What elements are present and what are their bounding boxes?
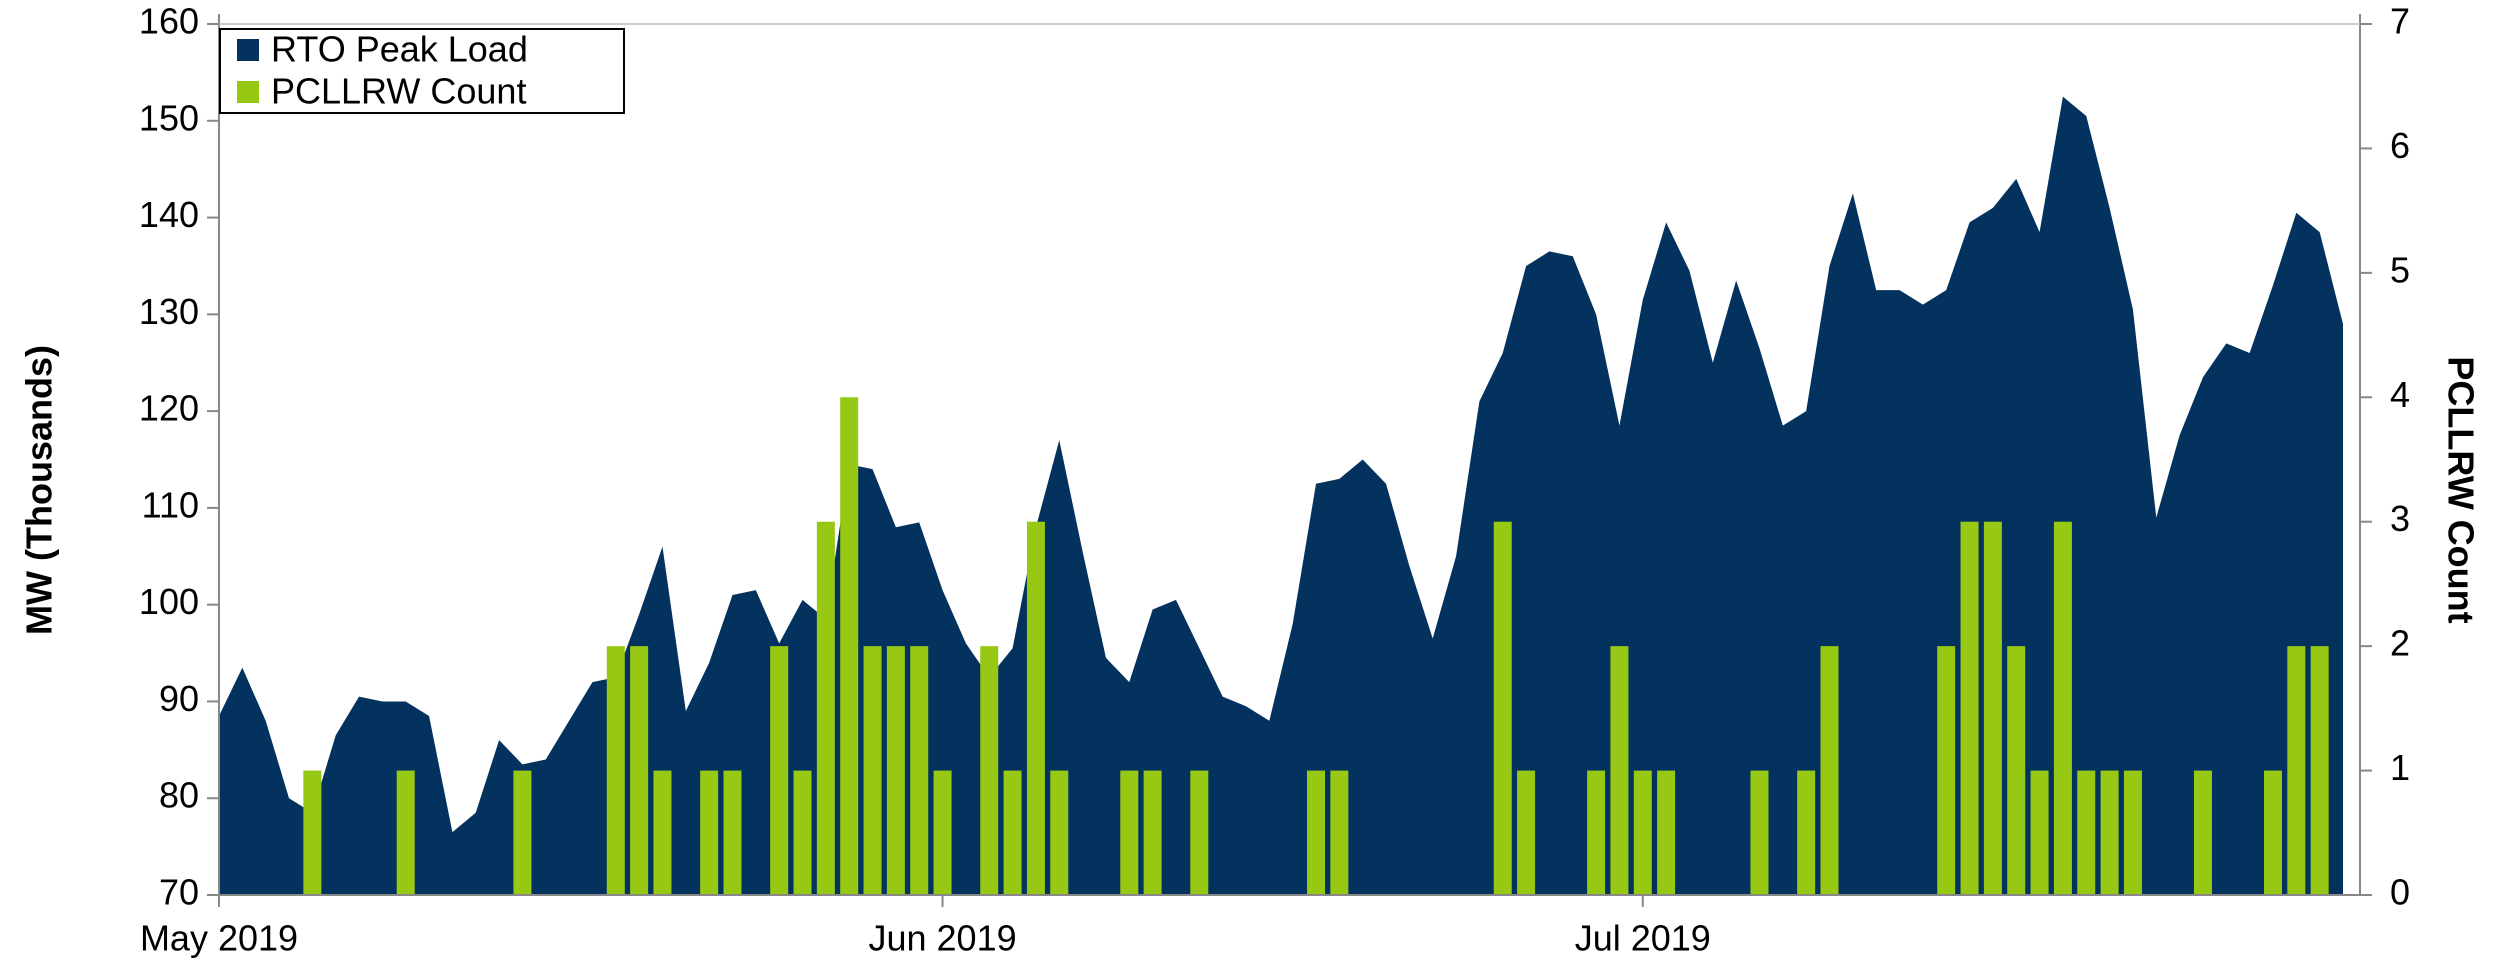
legend-box [219,28,625,114]
bar [1820,646,1839,895]
y2-tick-label: 1 [2390,747,2410,788]
y-tick-label: 70 [159,872,199,913]
y-axis-title: MW (Thousands) [19,345,60,635]
y-tick-label: 140 [139,194,199,235]
bar [1633,770,1652,895]
y-tick-label: 130 [139,291,199,332]
y-tick-label: 110 [142,484,199,525]
bar [2077,770,2096,895]
legend-swatch [237,81,259,103]
bar [653,770,672,895]
bar [770,646,789,895]
bar [606,646,625,895]
bar [1960,521,1979,895]
y2-tick-label: 4 [2390,374,2410,415]
y-tick-label: 100 [139,581,199,622]
legend-label: RTO Peak Load [271,29,528,70]
bar [980,646,999,895]
bar [2053,521,2072,895]
bar [933,770,952,895]
y2-tick-label: 2 [2390,623,2410,664]
y-tick-label: 150 [139,97,199,138]
bar [2193,770,2212,895]
bar [2263,770,2282,895]
bar [840,397,859,895]
bar [1026,521,1045,895]
x-tick-label: May 2019 [140,918,298,959]
x-tick-label: Jun 2019 [868,918,1016,959]
bar [1587,770,1606,895]
area [219,96,2343,896]
bar [793,770,812,895]
legend-label: PCLLRW Count [271,71,526,112]
bar [816,521,835,895]
bar [2310,646,2329,895]
bar [1307,770,1326,895]
bar [1750,770,1769,895]
y-tick-label: 160 [139,1,199,42]
bar [700,770,719,895]
x-tick-label: Jul 2019 [1575,918,1711,959]
bar [886,646,905,895]
bar [630,646,649,895]
bar [1143,770,1162,895]
bar [1657,770,1676,895]
bar [2030,770,2049,895]
bar [1797,770,1816,895]
y2-tick-label: 5 [2390,249,2410,290]
y2-tick-label: 6 [2390,125,2410,166]
bar [396,770,415,895]
bar [2123,770,2142,895]
bar [1517,770,1536,895]
y-tick-label: 90 [159,678,199,719]
bar [2100,770,2119,895]
bar [1493,521,1512,895]
y-tick-label: 120 [139,388,199,429]
bar [1190,770,1209,895]
bar [1003,770,1022,895]
y-tick-label: 80 [159,775,199,816]
bar [910,646,929,895]
bar [303,770,322,895]
bar [2007,646,2026,895]
y2-tick-label: 7 [2390,1,2410,42]
y2-tick-label: 0 [2390,872,2410,913]
bar [1983,521,2002,895]
y2-tick-label: 3 [2390,498,2410,539]
bar [1330,770,1349,895]
legend-swatch [237,39,259,61]
bar [513,770,532,895]
y2-axis-title: PCLLRW Count [2440,356,2481,623]
bar [1050,770,1069,895]
bar [1610,646,1629,895]
bar [863,646,882,895]
bar [1937,646,1956,895]
bar [2287,646,2306,895]
bar [723,770,742,895]
bar [1120,770,1139,895]
